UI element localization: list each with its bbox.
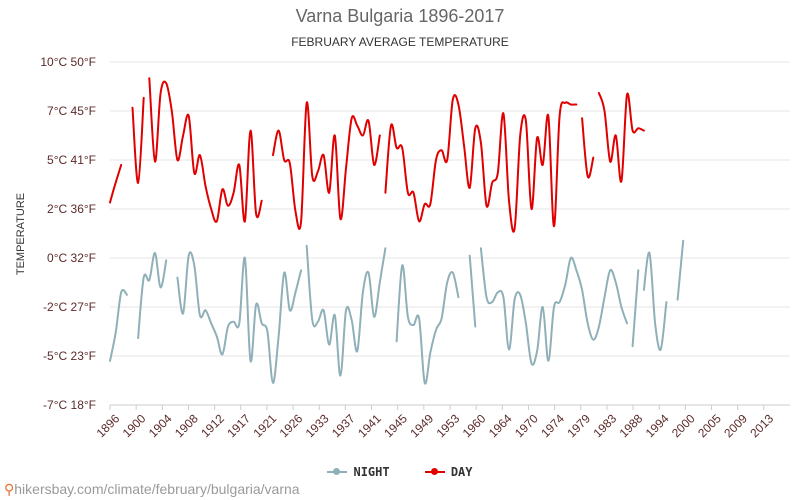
series-line-day	[581, 117, 595, 179]
x-tick-label: 1949	[407, 411, 436, 440]
series-line-day	[131, 96, 145, 184]
x-tick-label: 1941	[355, 411, 384, 440]
series-line-day	[384, 94, 578, 233]
x-axis-ticks: 1896190019041908191219171921192619331937…	[94, 405, 776, 440]
chart-gridlines	[110, 61, 790, 406]
legend-night-swatch	[327, 468, 348, 475]
series-line-day	[109, 163, 123, 204]
location-pin-icon: ⚲	[4, 481, 15, 497]
series-line-day	[597, 92, 645, 183]
y-tick-label: 5°C 41°F	[47, 153, 96, 167]
legend-item-night[interactable]: NIGHT	[327, 465, 390, 479]
series-line-day	[148, 77, 263, 223]
y-tick-label: -5°C 23°F	[43, 349, 96, 363]
series-line-night	[468, 254, 477, 328]
x-tick-label: 1904	[146, 411, 175, 440]
x-tick-label: 1896	[94, 411, 123, 440]
chart-series	[109, 77, 685, 385]
legend-day-swatch	[424, 468, 445, 475]
x-tick-label: 1994	[643, 411, 672, 440]
legend-night-label: NIGHT	[353, 465, 390, 479]
x-tick-label: 1937	[329, 411, 358, 440]
series-line-day	[272, 101, 381, 230]
chart-title: Varna Bulgaria 1896-2017	[295, 6, 505, 26]
x-tick-label: 1908	[172, 411, 201, 440]
chart-subtitle: FEBRUARY AVERAGE TEMPERATURE	[291, 35, 509, 49]
x-tick-label: 1964	[486, 411, 515, 440]
x-tick-label: 1983	[590, 411, 619, 440]
x-tick-label: 1970	[512, 411, 541, 440]
series-line-night	[176, 251, 303, 384]
x-tick-label: 1960	[460, 411, 489, 440]
y-tick-label: -2°C 27°F	[43, 300, 96, 314]
y-axis-label: TEMPERATURE	[15, 193, 27, 275]
x-tick-label: 2005	[695, 411, 724, 440]
x-tick-label: 1933	[303, 411, 332, 440]
x-tick-label: 1926	[277, 411, 306, 440]
x-tick-label: 1945	[381, 411, 410, 440]
series-line-night	[109, 288, 128, 362]
x-tick-label: 2013	[747, 411, 776, 440]
y-axis-ticks: 10°C 50°F 7°C 45°F 5°C 41°F 2°C 36°F 0°C 32°…	[40, 55, 96, 412]
x-tick-label: 1900	[120, 411, 149, 440]
series-line-night	[395, 264, 460, 385]
x-tick-label: 1988	[617, 411, 646, 440]
x-tick-label: 2000	[669, 411, 698, 440]
x-tick-label: 1979	[564, 411, 593, 440]
y-tick-label: -7°C 18°F	[43, 398, 96, 412]
series-line-night	[631, 269, 640, 348]
series-line-night	[676, 239, 685, 301]
y-tick-label: 7°C 45°F	[47, 104, 96, 118]
chart-legend: NIGHT DAY	[0, 462, 800, 479]
x-tick-label: 1921	[250, 411, 279, 440]
series-line-night	[479, 247, 628, 366]
x-tick-label: 2009	[721, 411, 750, 440]
series-line-night	[137, 252, 168, 339]
series-line-night	[642, 251, 668, 352]
y-tick-label: 10°C 50°F	[40, 55, 96, 69]
legend-day-label: DAY	[450, 465, 473, 479]
source-watermark[interactable]: ⚲hikersbay.com/climate/february/bulgaria…	[4, 481, 300, 498]
x-tick-label: 1912	[198, 411, 227, 440]
x-tick-label: 1953	[434, 411, 463, 440]
series-line-night	[305, 244, 387, 377]
watermark-text: hikersbay.com/climate/february/bulgaria/…	[14, 481, 300, 497]
legend-item-day[interactable]: DAY	[424, 465, 473, 479]
y-tick-label: 0°C 32°F	[47, 251, 96, 265]
x-tick-label: 1917	[224, 411, 253, 440]
x-tick-label: 1974	[538, 411, 567, 440]
y-tick-label: 2°C 36°F	[47, 202, 96, 216]
